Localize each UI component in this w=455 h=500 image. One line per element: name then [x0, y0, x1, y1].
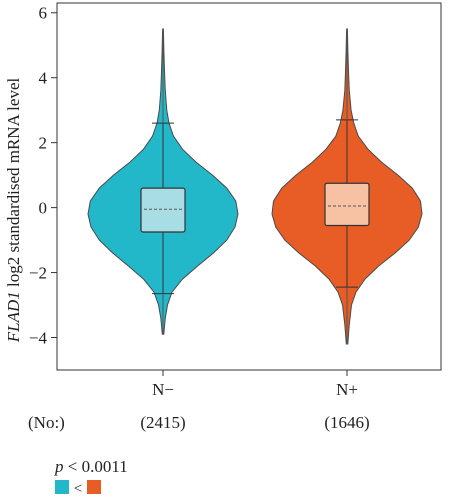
legend-swatch-n-plus [87, 480, 101, 494]
p-value-label: p < 0.0011 [54, 457, 128, 476]
x-tick-label-n-plus: N+ [336, 380, 358, 399]
count-label-n-minus: (2415) [140, 413, 185, 432]
y-tick-label-3: 2 [39, 134, 48, 153]
y-tick-label-0: −4 [29, 329, 48, 348]
y-tick-label-4: 4 [39, 69, 48, 88]
axes-layer: N− (2415) N+ (1646) −4 −2 0 2 4 6 [29, 2, 442, 432]
y-axis-label: FLAD1 log2 standardised mRNA level [4, 78, 23, 344]
y-tick-label-2: 0 [39, 199, 48, 218]
box-n-minus [140, 187, 186, 233]
box-n-plus [324, 182, 370, 227]
count-prefix-label: (No:) [28, 413, 65, 432]
plot-frame [56, 2, 442, 371]
x-tick-label-n-minus: N− [152, 380, 174, 399]
y-axis-label-gene: FLAD1 [4, 291, 23, 343]
comparison-legend: < [55, 480, 101, 497]
y-axis-label-rest: log2 standardised mRNA level [4, 78, 23, 292]
legend-swatch-n-minus [55, 480, 69, 494]
p-value-symbol: p [54, 457, 64, 476]
violins-layer [87, 28, 423, 345]
comparison-symbol: < [74, 481, 82, 497]
y-tick-label-1: −2 [29, 264, 47, 283]
y-tick-label-5: 6 [39, 4, 48, 23]
count-label-n-plus: (1646) [324, 413, 369, 432]
p-value-text: < 0.0011 [64, 457, 128, 476]
